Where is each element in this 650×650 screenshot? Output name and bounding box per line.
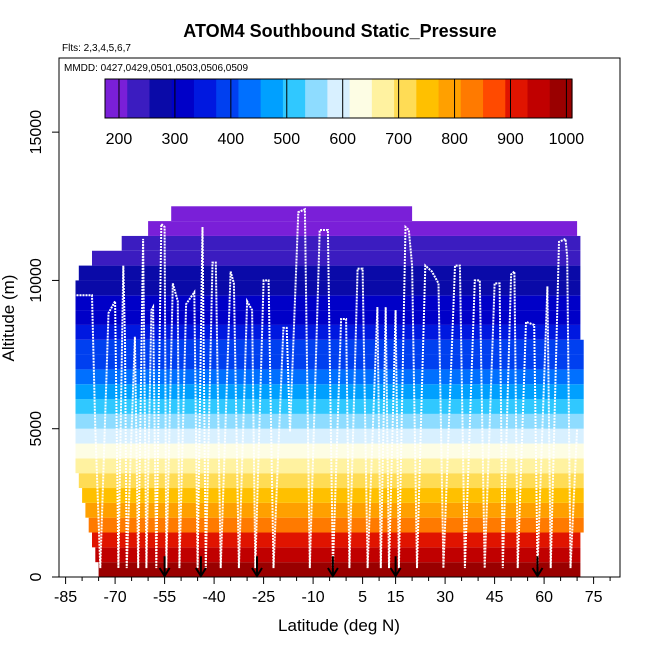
profile-arrow-4 <box>389 556 402 578</box>
pressure-layer-21 <box>92 250 581 266</box>
x-tick-label: 5 <box>358 589 367 606</box>
pressure-layer-23 <box>148 221 578 236</box>
x-tick-label: -85 <box>54 589 77 606</box>
x-tick-label: -70 <box>104 589 127 606</box>
y-axis: 0 5000 10000 15000 <box>28 110 59 581</box>
flight-track-group <box>72 207 579 569</box>
colorbar-swatch-6 <box>238 79 262 118</box>
colorbar-swatch-9 <box>305 79 328 118</box>
pressure-layer-0 <box>98 562 581 577</box>
colorbar-swatch-19 <box>527 79 551 118</box>
dates-note: MMDD: 0427,0429,0501,0503,0506,0509 <box>64 63 248 74</box>
colorbar-swatch-4 <box>193 79 217 118</box>
colorbar-swatch-14 <box>416 79 440 118</box>
flight-track <box>72 207 579 569</box>
y-tick-label: 5000 <box>28 411 45 447</box>
colorbar-tick-700: 700 <box>385 131 412 148</box>
colorbar-tick-400: 400 <box>217 131 244 148</box>
profile-arrow-3 <box>327 556 339 578</box>
flights-note: Flts: 2,3,4,5,6,7 <box>62 43 131 54</box>
chart-title: ATOM4 Southbound Static_Pressure <box>183 21 496 41</box>
y-axis-label: Altitude (m) <box>0 275 18 362</box>
colorbar-tick-500: 500 <box>273 131 300 148</box>
profile-markers <box>158 556 544 578</box>
x-axis: -85 -70 -55 -40 -25 -10 5 15 30 45 60 75 <box>54 576 620 606</box>
colorbar-frame <box>104 78 573 119</box>
profile-arrow-0 <box>158 556 171 578</box>
colorbar-swatch-5 <box>216 79 240 118</box>
y-tick-label: 10000 <box>28 258 45 303</box>
colorbar-swatch-11 <box>349 79 373 118</box>
y-tick-label: 0 <box>28 572 45 581</box>
colorbar-tick-900: 900 <box>497 131 524 148</box>
colorbar-tick-800: 800 <box>441 131 468 148</box>
pressure-layer-9 <box>75 428 584 444</box>
pressure-layer-22 <box>121 235 581 251</box>
colorbar-swatch-3 <box>171 79 195 118</box>
colorbar-tick-300: 300 <box>162 131 189 148</box>
colorbar-tick-600: 600 <box>329 131 356 148</box>
colorbar-tick-1000: 1000 <box>549 131 585 148</box>
x-tick-label: -25 <box>252 589 275 606</box>
pressure-layer-8 <box>75 443 584 459</box>
x-tick-label: 75 <box>585 589 603 606</box>
pressure-layer-10 <box>75 413 584 429</box>
profile-arrow-5 <box>531 556 544 578</box>
x-tick-label: 45 <box>486 589 504 606</box>
colorbar-swatch-7 <box>260 79 284 118</box>
pressure-layer-15 <box>75 339 584 355</box>
pressure-layer-7 <box>75 458 584 474</box>
colorbar-swatch-2 <box>149 79 173 118</box>
colorbar-swatch-17 <box>483 79 506 118</box>
colorbar-swatch-16 <box>460 79 484 118</box>
colorbar-swatch-15 <box>438 79 462 118</box>
colorbar-swatch-18 <box>505 79 529 118</box>
x-tick-label: 15 <box>387 589 405 606</box>
x-tick-label: -40 <box>203 589 226 606</box>
colorbar-tick-200: 200 <box>106 131 133 148</box>
colorbar-swatch-0 <box>105 79 128 118</box>
x-tick-label: -55 <box>153 589 176 606</box>
x-tick-label: 60 <box>535 589 553 606</box>
pressure-layer-2 <box>92 532 581 548</box>
x-axis-label: Latitude (deg N) <box>278 616 400 635</box>
pressure-layer-20 <box>78 265 581 281</box>
colorbar-swatch-20 <box>549 79 573 118</box>
y-tick-label: 15000 <box>28 110 45 155</box>
colorbar-swatch-8 <box>282 79 306 118</box>
colorbar: 200 300 400 500 600 700 800 900 1000 <box>104 78 585 148</box>
x-tick-label: 30 <box>436 589 454 606</box>
pressure-layer-1 <box>95 547 581 563</box>
colorbar-swatch-1 <box>127 79 151 118</box>
colorbar-swatch-13 <box>394 79 417 118</box>
profile-arrow-1 <box>195 556 207 578</box>
profile-arrow-2 <box>251 556 263 578</box>
x-tick-label: -10 <box>302 589 325 606</box>
pressure-layer-24 <box>171 206 413 222</box>
colorbar-swatch-10 <box>327 79 351 118</box>
pressure-layer-3 <box>88 517 584 533</box>
colorbar-swatch-12 <box>371 79 395 118</box>
